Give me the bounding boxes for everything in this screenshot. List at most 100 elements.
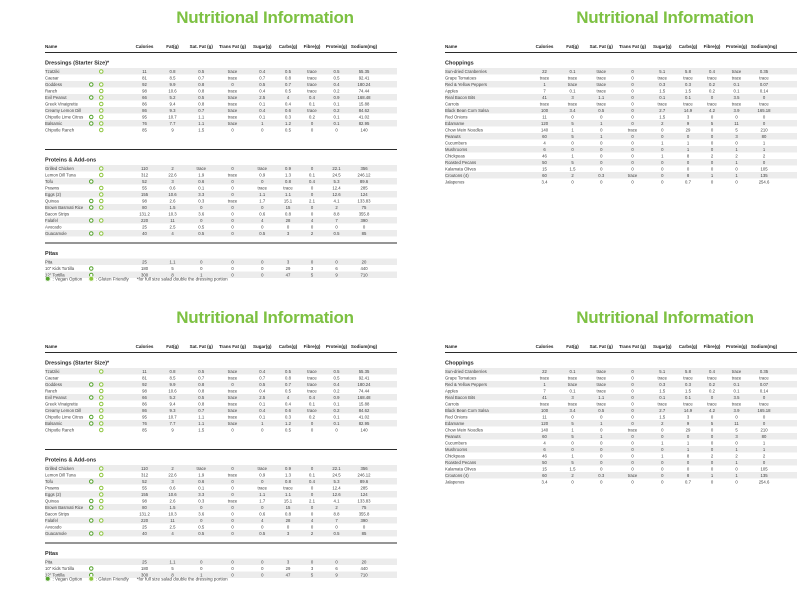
- nutrition-value: 4: [286, 394, 290, 400]
- item-name: Tzatziki: [45, 68, 60, 74]
- nutrition-value: 0.1: [259, 414, 266, 420]
- column-header: Name: [445, 337, 531, 353]
- item-name: Prawns: [45, 185, 60, 191]
- item-name-cell: Mushrooms: [445, 446, 530, 453]
- nutrition-value: 1: [686, 146, 690, 152]
- nutrition-value: 220: [140, 217, 149, 223]
- item-name: 12" Tortilla: [45, 572, 65, 578]
- nutrition-value: 0.5: [285, 68, 291, 74]
- nutrition-value: 84.62: [358, 407, 370, 413]
- nutrition-value: 0: [261, 572, 264, 578]
- item-name-cell: Brown Basmati Rice: [45, 204, 130, 211]
- nutrition-value: 41: [542, 94, 547, 100]
- nutrition-value: 55.35: [358, 68, 370, 74]
- nutrition-value: 1.5: [659, 114, 666, 120]
- nutrition-value: 1.2: [285, 120, 291, 126]
- nutrition-value: 0.7: [285, 81, 291, 87]
- section-divider: [45, 433, 398, 450]
- nutrition-value: 0.1: [259, 101, 266, 107]
- column-header: Calories: [130, 337, 160, 353]
- nutrition-value: 0.8: [198, 381, 205, 387]
- nutrition-value: 4: [171, 230, 174, 236]
- nutrition-value: 1: [543, 381, 546, 387]
- item-name-cell: Avocado: [45, 524, 130, 531]
- table-row: Red Onions 11 0 0 0 1.5 3 0 0 0: [445, 114, 797, 121]
- nutrition-value: 0: [286, 524, 290, 530]
- item-name-cell: Jalapenos: [445, 479, 530, 486]
- nutrition-value: 0: [735, 166, 738, 172]
- item-name: Jalapenos: [445, 179, 465, 185]
- nutrition-value: 0.1: [333, 401, 340, 407]
- item-name: Brown Basmati Rice: [45, 504, 84, 510]
- nutrition-value: 0: [661, 479, 664, 485]
- item-name-cell: Tzatziki: [45, 368, 130, 375]
- table-row: Pita 25 1.1 0 0 0 3 0 0 20: [45, 258, 398, 265]
- gluten-friendly-icon: [99, 108, 104, 113]
- nutrition-value: 1: [762, 140, 766, 146]
- nutrition-value: trace: [227, 498, 238, 504]
- nutrition-value: 0: [362, 224, 366, 230]
- nutrition-value: 9.4: [169, 101, 176, 107]
- item-name-cell: Creamy Lemon Dill: [45, 107, 130, 114]
- nutrition-value: 0.5: [198, 94, 205, 100]
- nutrition-value: 2: [335, 504, 338, 510]
- nutrition-value: 0.2: [333, 107, 340, 113]
- section-header: Choppings: [445, 60, 474, 66]
- nutrition-value: 0.8: [285, 211, 291, 217]
- nutrition-value: 9: [686, 120, 690, 126]
- nutrition-value: 0: [571, 446, 574, 452]
- column-header: Trans Fat (g): [616, 37, 649, 53]
- nutrition-value: 0.2: [309, 114, 315, 120]
- nutrition-value: 0: [710, 394, 714, 400]
- nutrition-value: 1.5: [659, 414, 666, 420]
- gluten-friendly-icon: [99, 466, 104, 471]
- nutrition-value: 0.1: [333, 414, 340, 420]
- gluten-friendly-icon: [99, 485, 104, 490]
- nutrition-value: 0: [631, 401, 634, 407]
- item-name: 10" Kids Tortilla: [45, 565, 75, 571]
- section-header-row: Proteins & Add-ons: [45, 450, 397, 466]
- nutrition-value: 3.9: [733, 407, 740, 413]
- item-name-cell: Chipotle Lime Citrus: [45, 414, 130, 421]
- nutrition-value: 0.9: [259, 172, 266, 178]
- nutrition-value: 3.4: [541, 479, 548, 485]
- nutrition-value: 0: [661, 166, 664, 172]
- nutrition-value: 0: [710, 140, 714, 146]
- nutrition-value: 0: [200, 559, 203, 565]
- nutrition-value: 1: [261, 120, 264, 126]
- nutrition-value: 0: [571, 479, 574, 485]
- nutrition-value: 0.5: [198, 68, 205, 74]
- nutrition-value: 0: [661, 127, 664, 133]
- nutrition-value: 0.1: [309, 401, 315, 407]
- section-header: Pitas: [45, 550, 59, 557]
- nutrition-value: 11: [542, 414, 547, 420]
- nutrition-value: 2.1: [309, 498, 315, 504]
- nutrition-value: 8: [686, 172, 690, 178]
- nutrition-value: 11: [142, 68, 147, 74]
- nutrition-value: 89.6: [359, 178, 369, 184]
- section-header: Choppings: [445, 360, 474, 366]
- item-name: Tofu: [45, 478, 54, 484]
- item-name: Apples: [445, 388, 458, 394]
- item-name-cell: Quinoa: [45, 498, 130, 505]
- table-row: Carrots trace trace trace 0 trace trace trace tr…: [445, 401, 797, 408]
- nutrition-value: trace: [257, 165, 267, 171]
- nutrition-value: 0.5: [333, 530, 340, 536]
- item-name-cell: Black Bean Corn Salsa: [445, 107, 530, 114]
- table-row: Edamame 120 5 1 0 2 9 5 11 0: [445, 120, 798, 127]
- nutrition-value: 0: [631, 133, 634, 139]
- nutrition-value: 5: [571, 459, 574, 465]
- item-name: Edamame: [445, 120, 465, 126]
- nutrition-value: 7: [335, 517, 338, 523]
- nutrition-value: 1.5: [198, 127, 205, 133]
- nutrition-value: 76: [142, 120, 147, 126]
- nutrition-value: 0: [231, 230, 234, 236]
- nutrition-value: 2.1: [309, 198, 315, 204]
- nutrition-value: trace: [567, 75, 578, 81]
- item-name-cell: Creamy Lemon Dill: [45, 407, 130, 414]
- nutrition-value: 10.3: [168, 511, 177, 517]
- table-row: Caesar 81 8.5 0.7 trace 0.7 0.8 trace 0.5 92.41: [45, 75, 397, 82]
- nutrition-value: 120: [540, 420, 549, 426]
- nutrition-value: trace: [227, 172, 238, 178]
- nutrition-value: 300: [140, 572, 149, 578]
